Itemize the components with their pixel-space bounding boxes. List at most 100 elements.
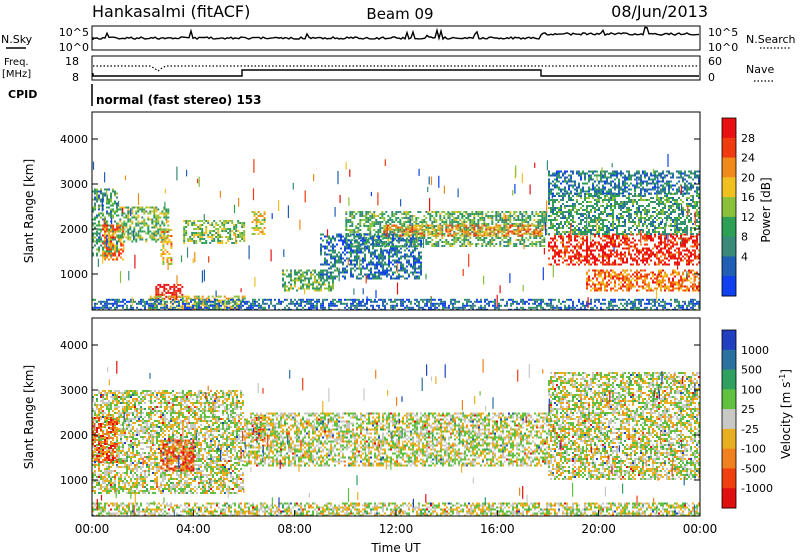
heatmap-cell (112, 258, 115, 261)
heatmap-cell (384, 255, 386, 258)
heatmap-cell (558, 227, 560, 229)
heatmap-cell (402, 245, 404, 248)
heatmap-cell (167, 283, 170, 286)
heatmap-cell (364, 239, 366, 242)
heatmap-cell (108, 188, 110, 191)
heatmap-cell (560, 217, 562, 219)
heatmap-cell (503, 237, 506, 239)
heatmap-cell (545, 224, 548, 227)
heatmap-cell (330, 249, 332, 252)
heatmap-cell (554, 259, 556, 262)
heatmap-cell (153, 214, 156, 217)
heatmap-cell (660, 239, 662, 242)
heatmap-cell (129, 220, 132, 223)
heatmap-cell (495, 226, 498, 229)
heatmap-cell (116, 246, 118, 249)
heatmap-cell (145, 232, 148, 235)
heatmap-cell (604, 231, 606, 233)
heatmap-cell (294, 273, 296, 276)
heatmap-cell (326, 269, 328, 272)
heatmap-cell (290, 271, 292, 274)
heatmap-cell (104, 254, 106, 257)
heatmap-cell (503, 225, 506, 227)
heatmap-cell (572, 186, 574, 189)
heatmap-cell (143, 230, 146, 233)
heatmap-cell (219, 220, 222, 222)
heatmap-cell (92, 232, 94, 235)
heatmap-cell (223, 301, 226, 304)
heatmap-cell (548, 201, 550, 203)
heatmap-cell (294, 281, 296, 284)
heatmap-cell (618, 225, 620, 227)
heatmap-cell (554, 237, 556, 240)
heatmap-cell (139, 228, 142, 231)
heatmap-cell (666, 219, 668, 221)
heatmap-cell (160, 231, 163, 233)
heatmap-cell (351, 223, 354, 225)
heatmap-cell (545, 219, 548, 221)
heatmap-cell (674, 221, 676, 223)
heatmap-cell (225, 228, 228, 230)
heatmap-cell (552, 188, 554, 191)
heatmap-cell (596, 199, 598, 201)
heatmap-cell (145, 240, 148, 243)
heatmap-cell (624, 255, 626, 258)
heatmap-cell (554, 253, 556, 256)
heatmap-cell (606, 233, 608, 235)
heatmap-cell (558, 180, 560, 183)
heatmap-cell (624, 239, 626, 242)
heatmap-cell (606, 235, 608, 238)
heatmap-cell (588, 193, 590, 195)
heatmap-cell (453, 217, 456, 219)
heatmap-cell (582, 170, 584, 173)
heatmap-cell (408, 235, 410, 238)
heatmap-cell (155, 206, 158, 209)
heatmap-cell (255, 223, 258, 225)
heatmap-cell (554, 174, 556, 177)
heatmap-cell (475, 233, 478, 235)
heatmap-cell (263, 211, 266, 213)
heatmap-cell (229, 238, 232, 240)
heatmap-cell (550, 227, 552, 229)
heatmap-cell (163, 285, 166, 288)
cpid-label: CPID (8, 88, 37, 101)
heatmap-cell (383, 213, 386, 215)
heatmap-cell (543, 211, 546, 213)
heatmap-cell (690, 227, 692, 229)
heatmap-cell (410, 239, 412, 242)
heatmap-cell (600, 245, 602, 248)
heatmap-cell (370, 271, 372, 274)
heatmap-cell (314, 287, 316, 290)
heatmap-cell (159, 216, 162, 219)
heatmap-cell (96, 254, 98, 257)
heatmap-cell (332, 251, 334, 254)
heatmap-cell (582, 233, 584, 235)
heatmap-cell (453, 239, 456, 241)
heatmap-cell (451, 221, 454, 223)
heatmap-cell (477, 224, 480, 227)
heatmap-cell (399, 211, 402, 213)
heatmap-cell (602, 239, 604, 242)
heatmap-cell (108, 206, 110, 209)
heatmap-cell (586, 259, 588, 262)
heatmap-cell (334, 275, 336, 278)
heatmap-cell (461, 243, 464, 245)
heatmap-cell (374, 273, 376, 276)
heatmap-cell (302, 287, 304, 290)
heatmap-cell (378, 255, 380, 258)
heatmap-cell (539, 241, 542, 243)
heatmap-cell (201, 234, 204, 236)
heatmap-cell (568, 174, 570, 177)
heatmap-cell (314, 275, 316, 278)
heatmap-cell (499, 224, 502, 227)
heatmap-cell (211, 238, 214, 240)
heatmap-cell (612, 197, 614, 199)
heatmap-cell (564, 215, 566, 217)
heatmap-cell (558, 211, 560, 213)
heatmap-cell (660, 251, 662, 254)
heatmap-cell (672, 211, 674, 213)
heatmap-cell (628, 207, 630, 209)
heatmap-cell (495, 229, 498, 231)
heatmap-cell (616, 237, 618, 240)
heatmap-cell (116, 210, 118, 213)
